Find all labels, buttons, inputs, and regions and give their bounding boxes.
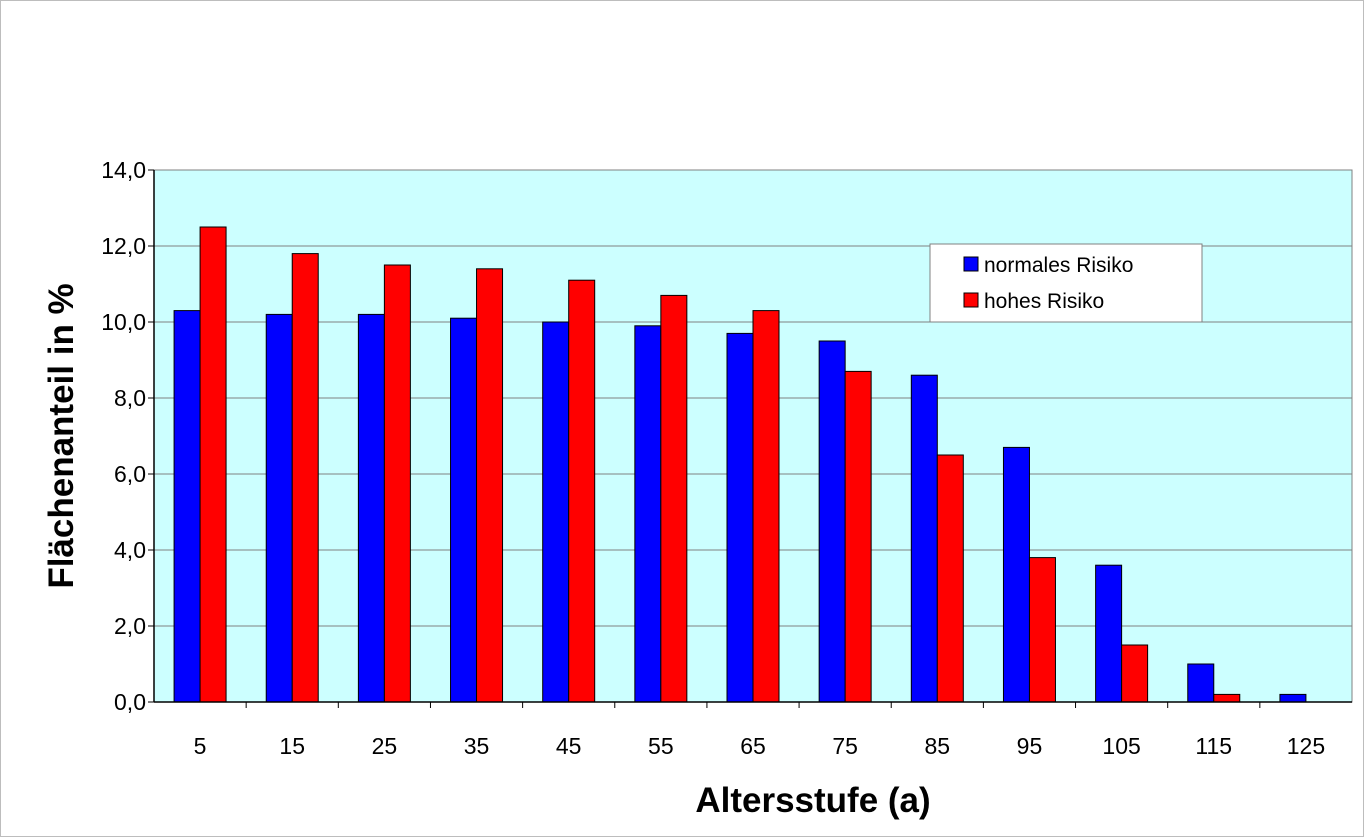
bar-hohes-risiko	[383, 264, 411, 703]
bars	[173, 226, 1307, 703]
bar-normales-risiko	[1095, 564, 1123, 703]
bar-normales-risiko	[450, 317, 478, 703]
bar-normales-risiko	[726, 332, 754, 703]
y-tick-label: 6,0	[114, 461, 146, 487]
y-tick-labels: 0,0 2,0 4,0 6,0 8,0 10,0 12,0 14,0	[101, 157, 146, 715]
x-tick-label: 105	[1102, 733, 1140, 759]
bar-normales-risiko	[910, 374, 938, 703]
bar-hohes-risiko	[844, 370, 872, 703]
bar-normales-risiko	[634, 325, 662, 703]
bar-hohes-risiko	[199, 226, 227, 703]
x-tick-label: 35	[464, 733, 490, 759]
axes	[148, 169, 1352, 708]
legend: normales Risiko hohes Risiko	[929, 243, 1203, 323]
bar-normales-risiko	[1002, 446, 1030, 703]
x-tick-label: 85	[925, 733, 951, 759]
x-tick-label: 45	[556, 733, 582, 759]
legend-label-normales-risiko: normales Risiko	[984, 254, 1133, 277]
bar-hohes-risiko	[291, 253, 319, 703]
x-tick-label: 5	[194, 733, 207, 759]
x-tick-label: 115	[1195, 733, 1232, 759]
bar-hohes-risiko	[752, 310, 780, 703]
y-tick-label: 8,0	[114, 385, 146, 411]
y-tick-label: 0,0	[114, 689, 146, 715]
bar-normales-risiko	[173, 310, 201, 703]
y-tick-label: 4,0	[114, 537, 146, 563]
legend-swatch-hohes-risiko	[963, 292, 979, 308]
bar-hohes-risiko	[476, 268, 504, 703]
x-tick-label: 15	[279, 733, 305, 759]
x-tick-label: 95	[1017, 733, 1043, 759]
bar-normales-risiko	[818, 340, 846, 703]
y-tick-label: 12,0	[101, 233, 146, 259]
bar-normales-risiko	[357, 313, 385, 703]
x-tick-labels: 5 15 25 35 45 55 65 75 85 95 105 115 125	[194, 733, 1325, 759]
x-tick-label: 75	[832, 733, 858, 759]
bar-hohes-risiko	[1028, 557, 1056, 703]
y-tick-label: 10,0	[101, 309, 146, 335]
y-tick-label: 14,0	[101, 157, 146, 183]
bar-normales-risiko	[1279, 693, 1307, 703]
x-tick-label: 125	[1287, 733, 1325, 759]
x-tick-label: 25	[372, 733, 398, 759]
bar-hohes-risiko	[1121, 644, 1149, 703]
bar-hohes-risiko	[660, 294, 688, 703]
y-axis-title: Flächenanteil in %	[42, 283, 81, 588]
bar-normales-risiko	[542, 321, 570, 703]
x-tick-label: 55	[648, 733, 674, 759]
bar-normales-risiko	[265, 313, 293, 703]
bar-hohes-risiko	[568, 279, 596, 703]
bar-normales-risiko	[1187, 663, 1215, 703]
x-axis-title: Altersstufe (a)	[695, 781, 930, 820]
y-tick-label: 2,0	[114, 613, 146, 639]
legend-swatch-normales-risiko	[963, 256, 979, 272]
bar-hohes-risiko	[936, 454, 964, 703]
bar-hohes-risiko	[1213, 693, 1241, 703]
legend-label-hohes-risiko: hohes Risiko	[984, 290, 1104, 313]
x-tick-label: 65	[740, 733, 766, 759]
